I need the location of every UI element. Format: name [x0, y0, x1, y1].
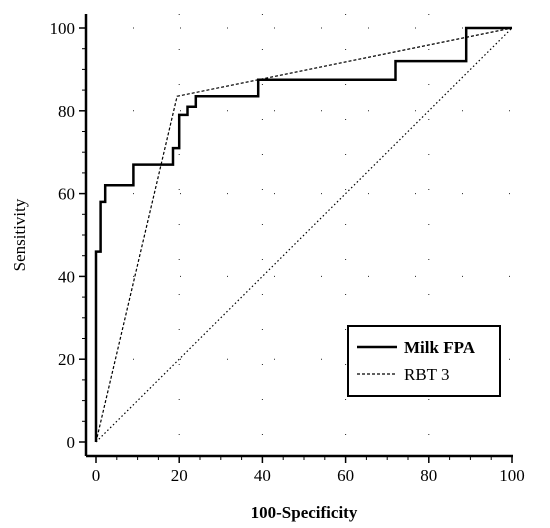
- legend: Milk FPA RBT 3: [347, 325, 501, 397]
- x-axis-title: 100-Specificity: [251, 503, 358, 522]
- x-tick-label: 20: [171, 466, 188, 485]
- x-tick-label: 0: [92, 466, 101, 485]
- series-line-rbt-3: [95, 27, 513, 443]
- legend-label-rbt-3: RBT 3: [404, 365, 450, 384]
- legend-box: [347, 325, 501, 397]
- y-tick-label: 0: [67, 433, 76, 452]
- y-tick-label: 40: [58, 267, 75, 286]
- legend-label-milk-fpa: Milk FPA: [404, 338, 476, 357]
- y-tick-label: 60: [58, 185, 75, 204]
- y-tick-label: 80: [58, 102, 75, 121]
- y-tick-label: 20: [58, 350, 75, 369]
- x-tick-label: 100: [499, 466, 525, 485]
- series-line-milk-fpa: [94, 26, 512, 442]
- series: [94, 26, 513, 443]
- series-line-reference: [95, 27, 513, 443]
- ticks: 0 20 40 60 80 100 0 20 40 60 80 100: [50, 19, 525, 485]
- y-tick-label: 100: [50, 19, 76, 38]
- y-axis-title: Sensitivity: [10, 198, 29, 271]
- x-tick-label: 40: [254, 466, 271, 485]
- x-tick-label: 80: [420, 466, 437, 485]
- x-tick-label: 60: [337, 466, 354, 485]
